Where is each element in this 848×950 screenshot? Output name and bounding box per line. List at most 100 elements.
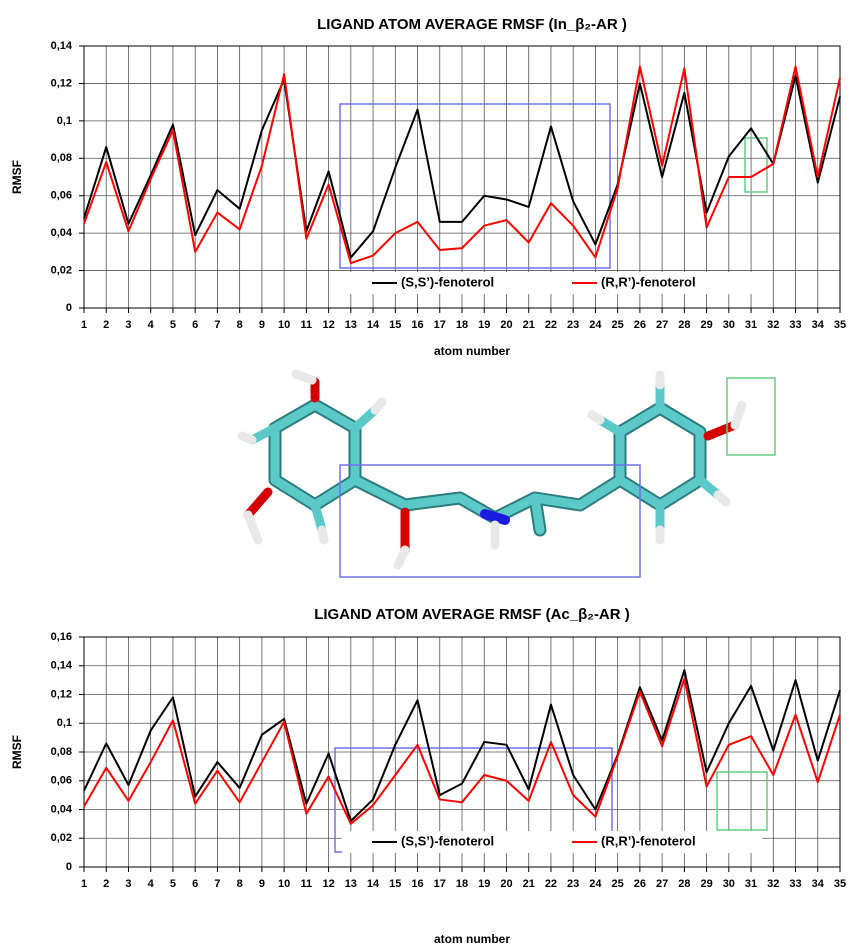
x-tick-label: 16 <box>411 878 423 890</box>
chart-title: LIGAND ATOM AVERAGE RMSF (Ac_β₂-AR ) <box>314 606 630 623</box>
legend-label: (S,S’)-fenoterol <box>401 833 494 848</box>
x-tick-label: 35 <box>834 319 846 331</box>
x-tick-label: 33 <box>789 319 801 331</box>
y-tick-label: 0,02 <box>51 832 72 844</box>
molecule <box>242 374 775 577</box>
x-tick-label: 23 <box>567 319 579 331</box>
x-tick-label: 29 <box>700 878 712 890</box>
y-tick-label: 0,06 <box>51 775 72 787</box>
x-tick-label: 19 <box>478 878 490 890</box>
y-tick-label: 0,06 <box>51 190 72 202</box>
y-tick-label: 0,1 <box>57 115 72 127</box>
x-tick-label: 29 <box>700 319 712 331</box>
x-tick-label: 28 <box>678 319 690 331</box>
x-tick-label: 11 <box>301 878 313 890</box>
x-tick-label: 6 <box>192 319 198 331</box>
x-tick-label: 18 <box>456 319 468 331</box>
x-tick-label: 13 <box>345 319 357 331</box>
y-tick-label: 0,08 <box>51 746 72 758</box>
chart-title: LIGAND ATOM AVERAGE RMSF (In_β₂-AR ) <box>317 16 627 33</box>
x-tick-label: 11 <box>301 319 313 331</box>
x-tick-label: 4 <box>148 319 155 331</box>
x-tick-label: 4 <box>148 878 155 890</box>
x-tick-label: 3 <box>125 319 131 331</box>
x-tick-label: 31 <box>745 878 757 890</box>
x-tick-label: 20 <box>500 319 512 331</box>
x-tick-label: 27 <box>656 878 668 890</box>
x-tick-label: 1 <box>81 319 87 331</box>
y-tick-label: 0 <box>66 302 72 314</box>
y-tick-label: 0,14 <box>51 40 73 52</box>
x-tick-label: 5 <box>170 319 176 331</box>
x-tick-label: 2 <box>103 319 109 331</box>
x-tick-label: 28 <box>678 878 690 890</box>
x-tick-label: 8 <box>237 319 243 331</box>
x-tick-label: 30 <box>723 319 735 331</box>
x-tick-label: 7 <box>214 319 220 331</box>
x-tick-label: 9 <box>259 319 265 331</box>
x-tick-label: 13 <box>345 878 357 890</box>
y-tick-label: 0,02 <box>51 264 72 276</box>
x-tick-label: 17 <box>434 319 446 331</box>
x-tick-label: 16 <box>411 319 423 331</box>
x-tick-label: 33 <box>789 878 801 890</box>
x-tick-label: 1 <box>81 878 87 890</box>
y-tick-label: 0,16 <box>51 631 72 643</box>
y-tick-label: 0 <box>66 861 72 873</box>
x-tick-label: 35 <box>834 878 846 890</box>
y-tick-label: 0,04 <box>51 227 73 239</box>
x-tick-label: 15 <box>389 878 401 890</box>
x-tick-label: 10 <box>278 878 290 890</box>
y-tick-label: 0,08 <box>51 152 72 164</box>
x-tick-label: 9 <box>259 878 265 890</box>
x-tick-label: 7 <box>214 878 220 890</box>
x-tick-label: 21 <box>523 878 535 890</box>
x-tick-label: 24 <box>589 878 602 890</box>
x-tick-label: 31 <box>745 319 757 331</box>
legend-label: (R,R’)-fenoterol <box>601 833 696 848</box>
x-tick-label: 25 <box>612 878 624 890</box>
x-axis-label: atom number <box>434 932 510 946</box>
x-tick-label: 2 <box>103 878 109 890</box>
x-axis-label: atom number <box>434 344 510 358</box>
highlight-box <box>745 138 767 192</box>
x-tick-label: 5 <box>170 878 176 890</box>
x-tick-label: 23 <box>567 878 579 890</box>
x-tick-label: 6 <box>192 878 198 890</box>
y-tick-label: 0,1 <box>57 717 72 729</box>
x-tick-label: 22 <box>545 878 557 890</box>
x-tick-label: 26 <box>634 878 646 890</box>
x-tick-label: 25 <box>612 319 624 331</box>
y-tick-label: 0,14 <box>51 660 73 672</box>
x-tick-label: 8 <box>237 878 243 890</box>
x-tick-label: 19 <box>478 319 490 331</box>
figure: LIGAND ATOM AVERAGE RMSF (In_β₂-AR ) 0 0,0… <box>0 0 848 950</box>
x-tick-label: 32 <box>767 319 779 331</box>
x-tick-label: 21 <box>523 319 535 331</box>
x-tick-label: 24 <box>589 319 602 331</box>
x-tick-label: 34 <box>812 878 825 890</box>
x-tick-label: 17 <box>434 878 446 890</box>
x-tick-label: 14 <box>367 878 380 890</box>
x-tick-label: 3 <box>125 878 131 890</box>
x-tick-label: 26 <box>634 319 646 331</box>
x-tick-label: 27 <box>656 319 668 331</box>
x-tick-label: 12 <box>322 319 334 331</box>
x-tick-label: 12 <box>322 878 334 890</box>
x-tick-label: 30 <box>723 878 735 890</box>
y-axis-label: RMSF <box>10 160 24 194</box>
y-tick-label: 0,12 <box>51 688 72 700</box>
x-tick-label: 32 <box>767 878 779 890</box>
x-tick-label: 20 <box>500 878 512 890</box>
x-tick-label: 15 <box>389 319 401 331</box>
x-tick-label: 34 <box>812 319 825 331</box>
legend-label: (S,S’)-fenoterol <box>401 274 494 289</box>
y-tick-label: 0,12 <box>51 77 72 89</box>
x-tick-label: 14 <box>367 319 380 331</box>
y-axis-label: RMSF <box>10 735 24 769</box>
y-tick-label: 0,04 <box>51 803 73 815</box>
legend-label: (R,R’)-fenoterol <box>601 274 696 289</box>
x-tick-label: 18 <box>456 878 468 890</box>
x-tick-label: 22 <box>545 319 557 331</box>
x-tick-label: 10 <box>278 319 290 331</box>
